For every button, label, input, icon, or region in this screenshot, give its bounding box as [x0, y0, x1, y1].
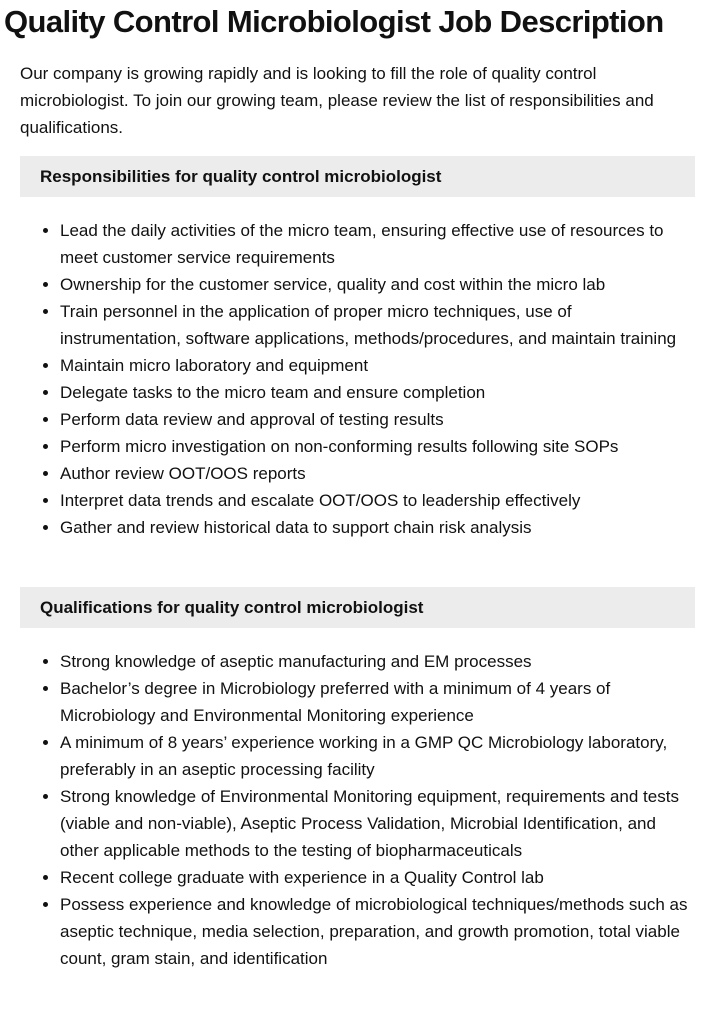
list-item: Strong knowledge of Environmental Monito…	[60, 783, 696, 864]
list-item: Possess experience and knowledge of micr…	[60, 891, 696, 972]
list-item: Train personnel in the application of pr…	[60, 298, 696, 352]
list-item: Lead the daily activities of the micro t…	[60, 217, 696, 271]
list-item: Strong knowledge of aseptic manufacturin…	[60, 648, 696, 675]
responsibilities-list: Lead the daily activities of the micro t…	[20, 217, 696, 541]
list-item: Author review OOT/OOS reports	[60, 460, 696, 487]
intro-paragraph: Our company is growing rapidly and is lo…	[20, 64, 654, 137]
list-item: Interpret data trends and escalate OOT/O…	[60, 487, 696, 514]
list-item: Ownership for the customer service, qual…	[60, 271, 696, 298]
qualifications-list: Strong knowledge of aseptic manufacturin…	[20, 648, 696, 972]
list-item: Delegate tasks to the micro team and ens…	[60, 379, 696, 406]
page-title: Quality Control Microbiologist Job Descr…	[4, 4, 664, 39]
list-item: Perform data review and approval of test…	[60, 406, 696, 433]
responsibilities-heading: Responsibilities for quality control mic…	[20, 156, 695, 197]
list-item: Maintain micro laboratory and equipment	[60, 352, 696, 379]
qualifications-heading: Qualifications for quality control micro…	[20, 587, 695, 628]
list-item: Gather and review historical data to sup…	[60, 514, 696, 541]
list-item: Bachelor’s degree in Microbiology prefer…	[60, 675, 696, 729]
list-item: Recent college graduate with experience …	[60, 864, 696, 891]
list-item: A minimum of 8 years’ experience working…	[60, 729, 696, 783]
list-item: Perform micro investigation on non-confo…	[60, 433, 696, 460]
